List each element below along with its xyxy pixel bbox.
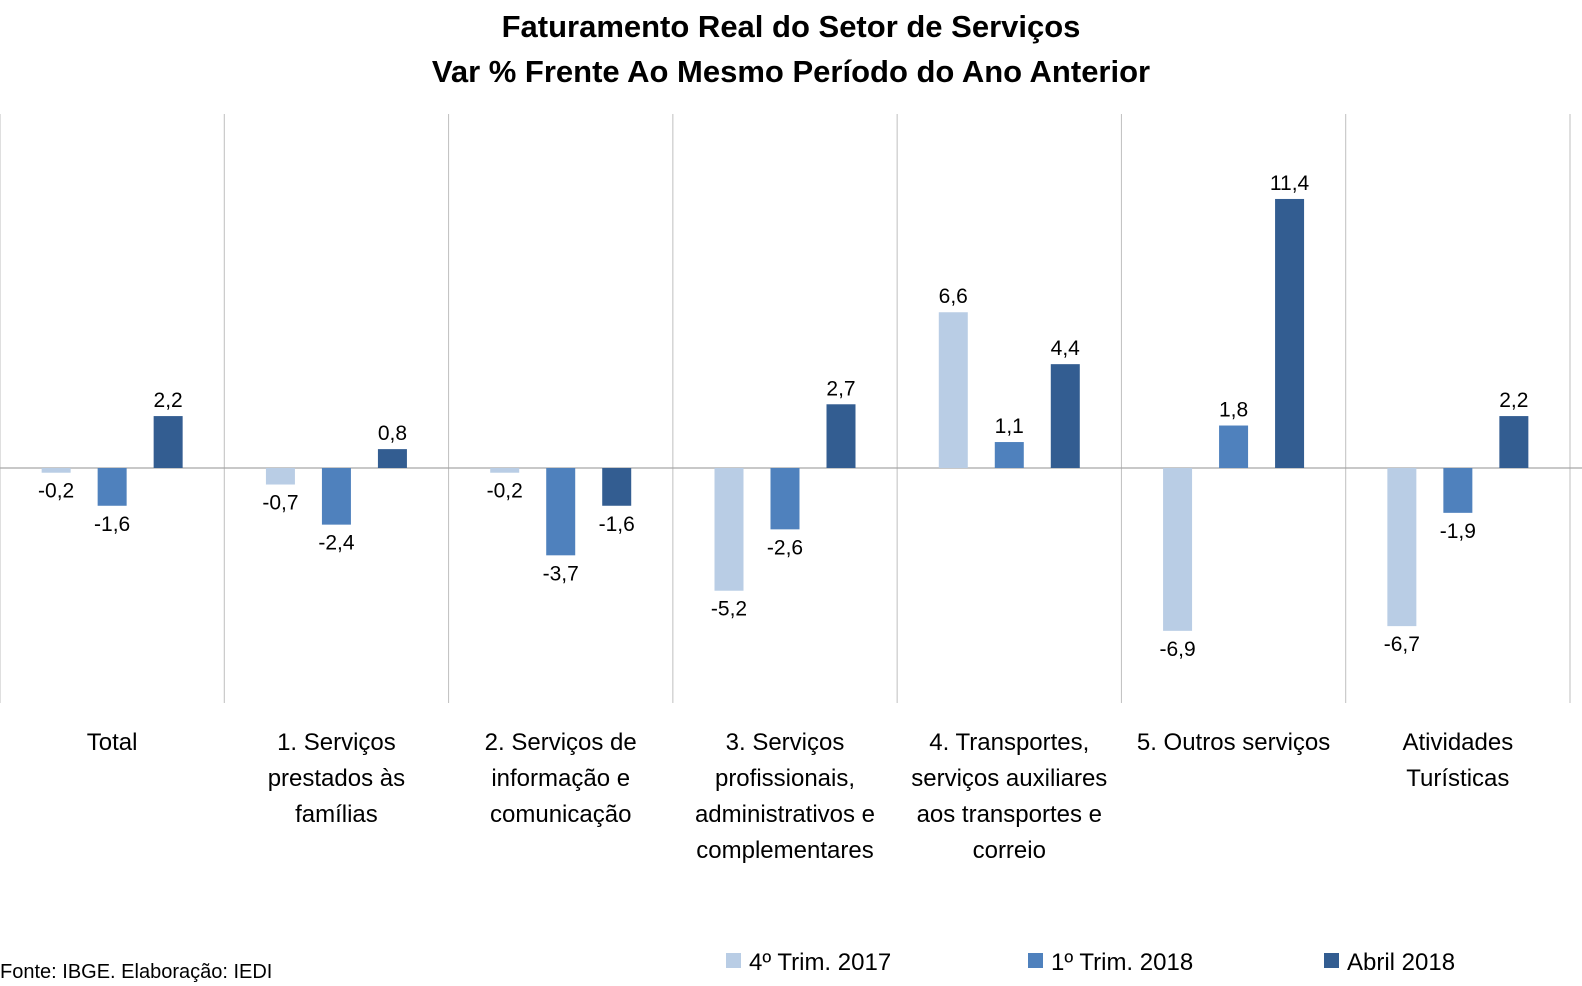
bar [1387,468,1417,627]
bar [1275,198,1305,468]
bar [153,416,183,468]
category-label: Atividades Turísticas [1402,729,1513,792]
category-label: 3. Serviços profissionais, administrativos… [695,729,875,864]
data-label: 1,1 [995,415,1024,438]
bar [265,468,295,485]
data-label: -0,7 [262,492,298,515]
data-label: -0,2 [487,480,523,503]
data-label: 0,8 [378,422,407,445]
data-label: -6,7 [1384,633,1420,656]
category-labels: Total 1. Serviços prestados às famílias 2. S… [87,729,1513,864]
data-label: -2,4 [318,532,355,555]
data-label: -1,9 [1440,520,1476,543]
data-label: -5,2 [711,598,747,621]
bar [490,468,520,473]
data-label: 11,4 [1270,172,1310,195]
data-label: -6,9 [1159,638,1195,661]
source-note: Fonte: IBGE. Elaboração: IEDI [0,961,272,983]
legend-label: 4º Trim. 2017 [749,949,891,976]
category-label: 5. Outros serviços [1137,729,1330,756]
bar [1443,468,1473,513]
chart-subtitle: Var % Frente Ao Mesmo Período do Ano Ant… [432,54,1150,89]
data-label: -3,7 [543,562,579,585]
category-label: 4. Transportes, serviços auxiliares aos tr… [911,729,1107,864]
bar [1219,425,1249,468]
bar [546,468,576,556]
bar [377,449,407,468]
bars [41,198,1529,631]
legend-label: 1º Trim. 2018 [1051,949,1193,976]
bar [714,468,744,591]
data-label: -0,2 [38,480,74,503]
chart-title: Faturamento Real do Setor de Serviços [502,9,1081,44]
data-label: -2,6 [767,536,803,559]
legend-swatch [726,953,741,968]
bar [1050,364,1080,468]
data-label: 1,8 [1219,399,1248,422]
bar [826,404,856,468]
bar [994,442,1024,468]
legend: 4º Trim. 2017 1º Trim. 2018 Abril 2018 [726,949,1455,976]
data-label: -1,6 [599,513,635,536]
data-label: -1,6 [94,513,130,536]
legend-swatch [1028,953,1043,968]
legend-swatch [1324,953,1339,968]
category-label: Total [87,729,138,756]
data-label: 4,4 [1051,337,1081,360]
category-label: 1. Serviços prestados às famílias [268,729,405,828]
bar [938,312,968,468]
bar [321,468,351,525]
data-labels: -0,2 -0,7 -0,2 -5,2 6,6 -6,9 -6,7 -1,6 -2,4 -3,7 -… [38,172,1528,661]
category-label: 2. Serviços de informação e comunicação [485,729,637,828]
bar [41,468,71,473]
data-label: 6,6 [939,285,968,308]
bar [770,468,800,530]
data-label: 2,2 [1499,389,1528,412]
bar [602,468,632,506]
legend-label: Abril 2018 [1347,949,1455,976]
bar [97,468,127,506]
data-label: 2,2 [154,389,183,412]
category-dividers [0,114,1571,703]
bar [1163,468,1193,631]
data-label: 2,7 [826,377,855,400]
bar [1499,416,1529,468]
